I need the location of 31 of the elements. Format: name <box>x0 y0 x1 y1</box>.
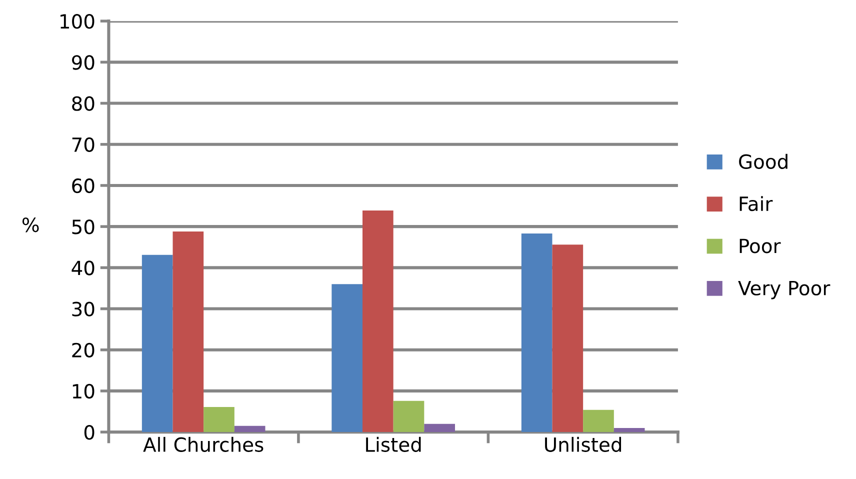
y-tick-label: 50 <box>72 220 94 234</box>
y-tick-label: 60 <box>72 178 94 194</box>
legend-label: Fair <box>740 196 773 212</box>
x-tick-label: Unlisted <box>545 436 622 452</box>
y-tick-label: 90 <box>72 55 94 70</box>
bar <box>204 406 234 432</box>
legend-label: Poor <box>740 238 781 254</box>
y-tick-label: 80 <box>72 96 94 111</box>
bar <box>234 426 266 432</box>
y-tick-label: 10 <box>72 384 94 399</box>
bar <box>424 424 455 432</box>
bar <box>172 232 204 432</box>
y-tick-label: 70 <box>72 137 94 152</box>
bar <box>521 234 552 432</box>
y-tick-label: 0 <box>84 425 94 440</box>
y-tick-label: 30 <box>72 302 94 316</box>
x-tick-label: Listed <box>366 436 421 452</box>
y-axis-title: % <box>22 218 39 232</box>
x-tick-label: All Churches <box>143 436 264 452</box>
bar <box>552 244 584 432</box>
bar <box>614 428 645 432</box>
bar <box>142 254 173 432</box>
bar <box>393 400 424 432</box>
bar <box>332 284 362 432</box>
legend-label: Good <box>739 154 788 169</box>
y-tick-label: 100 <box>60 14 94 29</box>
y-tick-label: 40 <box>72 260 94 276</box>
y-tick-label: 20 <box>72 342 94 358</box>
bar <box>362 210 394 432</box>
legend-label: Very Poor <box>738 280 830 300</box>
bar <box>583 410 614 432</box>
